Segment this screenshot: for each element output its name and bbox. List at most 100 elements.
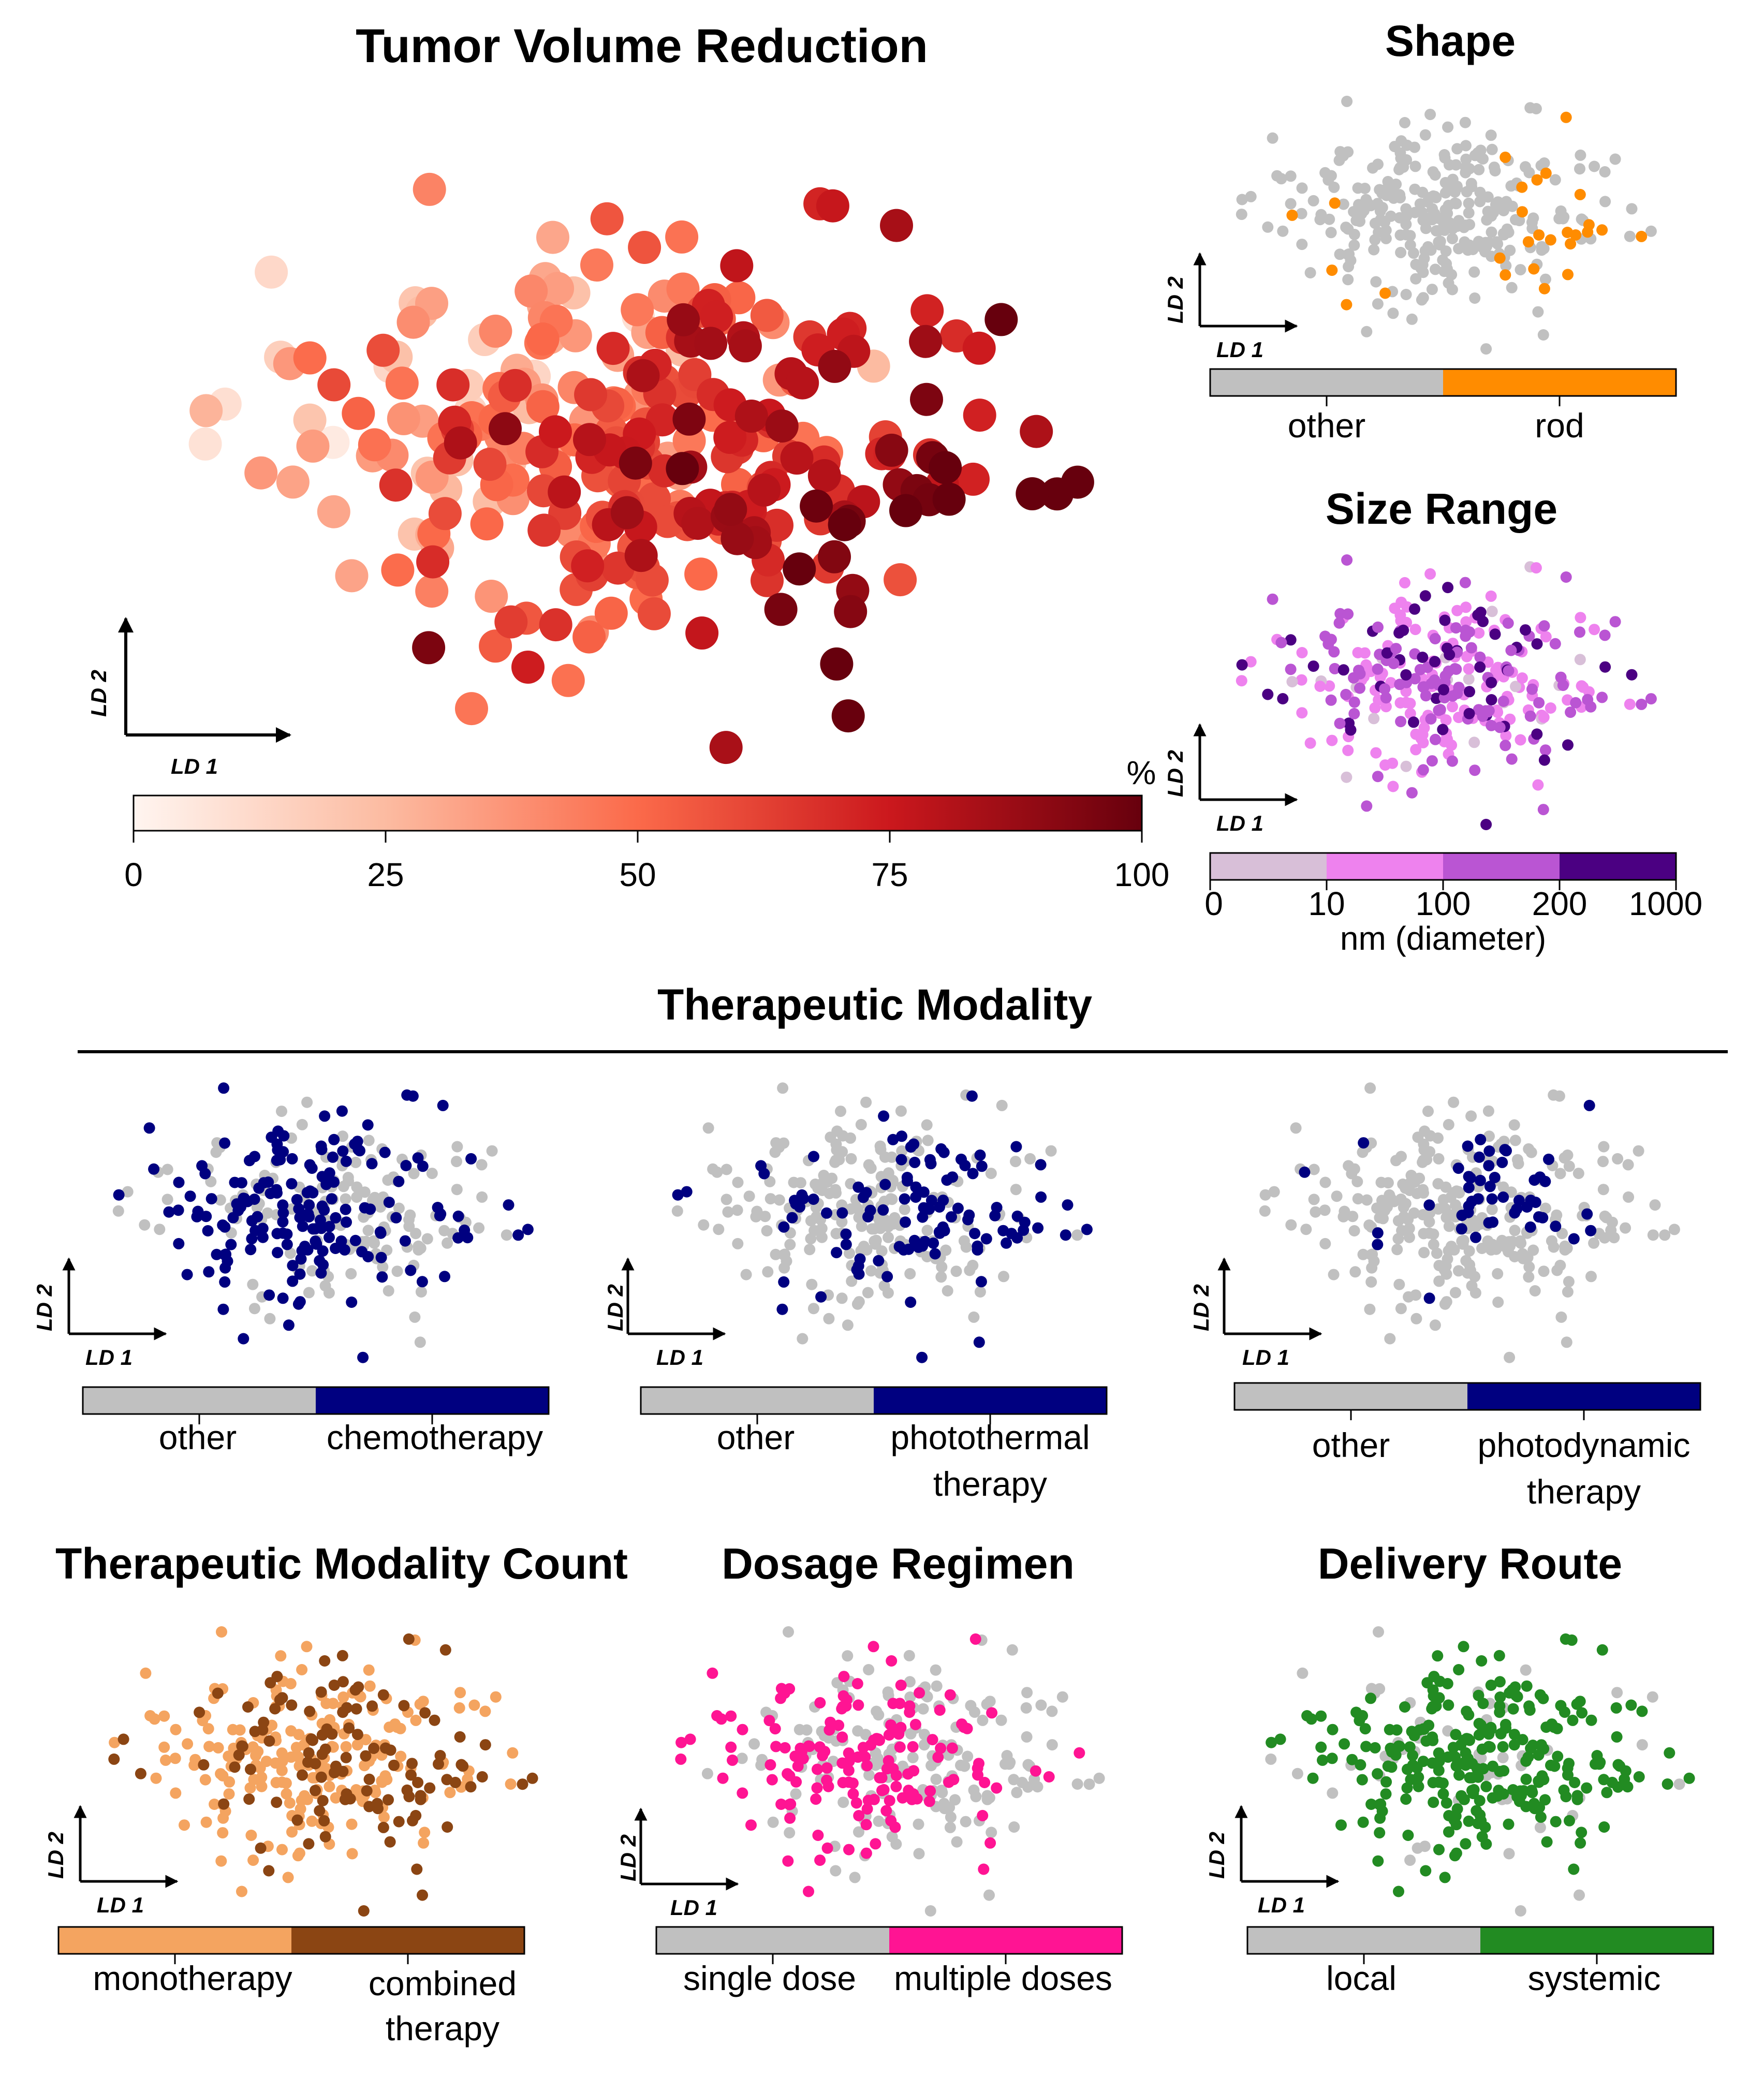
route-point: [1576, 1827, 1587, 1838]
pdt-label-other: other: [1312, 1426, 1390, 1464]
chemo-point: [205, 1193, 217, 1205]
count-point: [301, 1641, 313, 1653]
pdt-point: [1423, 1292, 1435, 1304]
dosage-point: [991, 1782, 1003, 1794]
size-point: [1440, 714, 1452, 726]
pdt-point: [1538, 1265, 1550, 1277]
tumor-point: [572, 620, 606, 654]
chemo-point: [202, 1225, 214, 1236]
ptt-point: [960, 1241, 972, 1253]
tumor-point: [1020, 415, 1053, 448]
size-point: [1340, 688, 1352, 700]
count-point: [340, 1741, 352, 1753]
route-point: [1360, 1741, 1372, 1753]
dosage-point: [962, 1750, 974, 1762]
size-point: [1574, 654, 1586, 666]
tumor-title: Tumor Volume Reduction: [356, 20, 928, 72]
dosage-point: [924, 1905, 936, 1917]
route-point: [1315, 1710, 1327, 1722]
pdt-point: [1391, 1244, 1403, 1256]
dosage-point: [745, 1819, 757, 1831]
dosage-point: [849, 1872, 861, 1883]
chemo-point: [375, 1201, 386, 1213]
ptt-point: [1010, 1141, 1022, 1153]
count-point: [358, 1905, 370, 1917]
route-point: [1374, 1683, 1386, 1695]
route-point: [1414, 1724, 1425, 1736]
size-point: [1400, 669, 1412, 681]
shape-point: [1449, 186, 1461, 198]
route-point: [1462, 1733, 1474, 1745]
pdt-point: [1259, 1189, 1271, 1201]
pdt-point: [1581, 1208, 1593, 1220]
count-point: [316, 1748, 328, 1760]
count-point: [135, 1768, 146, 1779]
ptt-point: [702, 1122, 714, 1134]
tumor-colorbar-unit: %: [1127, 754, 1156, 791]
tumor-point: [816, 189, 849, 223]
route-point: [1601, 1787, 1613, 1799]
shape-point: [1468, 266, 1480, 278]
pdt-point: [1395, 1194, 1407, 1205]
chemo-point: [405, 1264, 417, 1276]
size-point: [1442, 582, 1454, 594]
size-point: [1417, 737, 1429, 748]
tumor-point: [765, 409, 799, 443]
route-point: [1439, 1872, 1451, 1883]
route-point: [1533, 1749, 1545, 1761]
shape-point: [1430, 263, 1441, 275]
size-label-200: 200: [1532, 885, 1587, 922]
shape-point: [1329, 197, 1341, 209]
chemo-point: [315, 1140, 327, 1152]
ptt-point: [972, 1244, 983, 1256]
dosage-point: [890, 1770, 902, 1781]
count-point: [303, 1747, 315, 1759]
chemo-point: [299, 1241, 311, 1253]
count-point: [223, 1750, 234, 1762]
ptt-point: [916, 1351, 928, 1363]
ptt-point: [805, 1215, 817, 1227]
count-point: [366, 1700, 378, 1712]
shape-point: [1342, 146, 1354, 158]
route-point: [1433, 1747, 1445, 1759]
route-point: [1562, 1762, 1574, 1774]
size-bar-bin2: [1327, 853, 1443, 880]
shape-point: [1337, 198, 1349, 210]
shape-point: [1533, 229, 1545, 241]
count-point: [417, 1696, 429, 1707]
chemo-point: [452, 1210, 464, 1222]
shape-point: [1399, 117, 1410, 128]
size-point: [1400, 760, 1412, 772]
dosage-point: [986, 1827, 997, 1838]
shape-point: [1500, 260, 1512, 272]
dosage-point: [977, 1714, 989, 1726]
route-point: [1440, 1797, 1452, 1809]
size-point: [1380, 692, 1392, 704]
route-point: [1476, 1655, 1488, 1667]
ptt-point: [750, 1211, 762, 1223]
count-point: [315, 1771, 327, 1783]
shape-point: [1296, 239, 1308, 251]
tumor-point: [494, 605, 528, 639]
shape-point: [1368, 244, 1380, 256]
dosage-point: [792, 1760, 804, 1772]
tumor-point: [880, 209, 913, 242]
tumor-point: [514, 274, 548, 308]
ptt-point: [874, 1214, 885, 1226]
ptt-point: [858, 1241, 870, 1253]
count-point: [229, 1761, 241, 1773]
pdt-point: [1337, 1211, 1349, 1223]
count-point: [410, 1714, 422, 1726]
size-point: [1474, 661, 1486, 673]
dosage-point: [821, 1762, 833, 1774]
ptt-point: [942, 1285, 953, 1297]
tumor-point: [188, 427, 222, 461]
route-point: [1555, 1700, 1567, 1712]
dosage-point: [965, 1700, 977, 1712]
chemo-point: [310, 1235, 321, 1247]
count-point: [415, 1793, 427, 1805]
count-point: [388, 1759, 400, 1771]
pdt-point: [1418, 1144, 1430, 1156]
dosage-point: [860, 1847, 872, 1859]
route-point: [1374, 1827, 1386, 1839]
